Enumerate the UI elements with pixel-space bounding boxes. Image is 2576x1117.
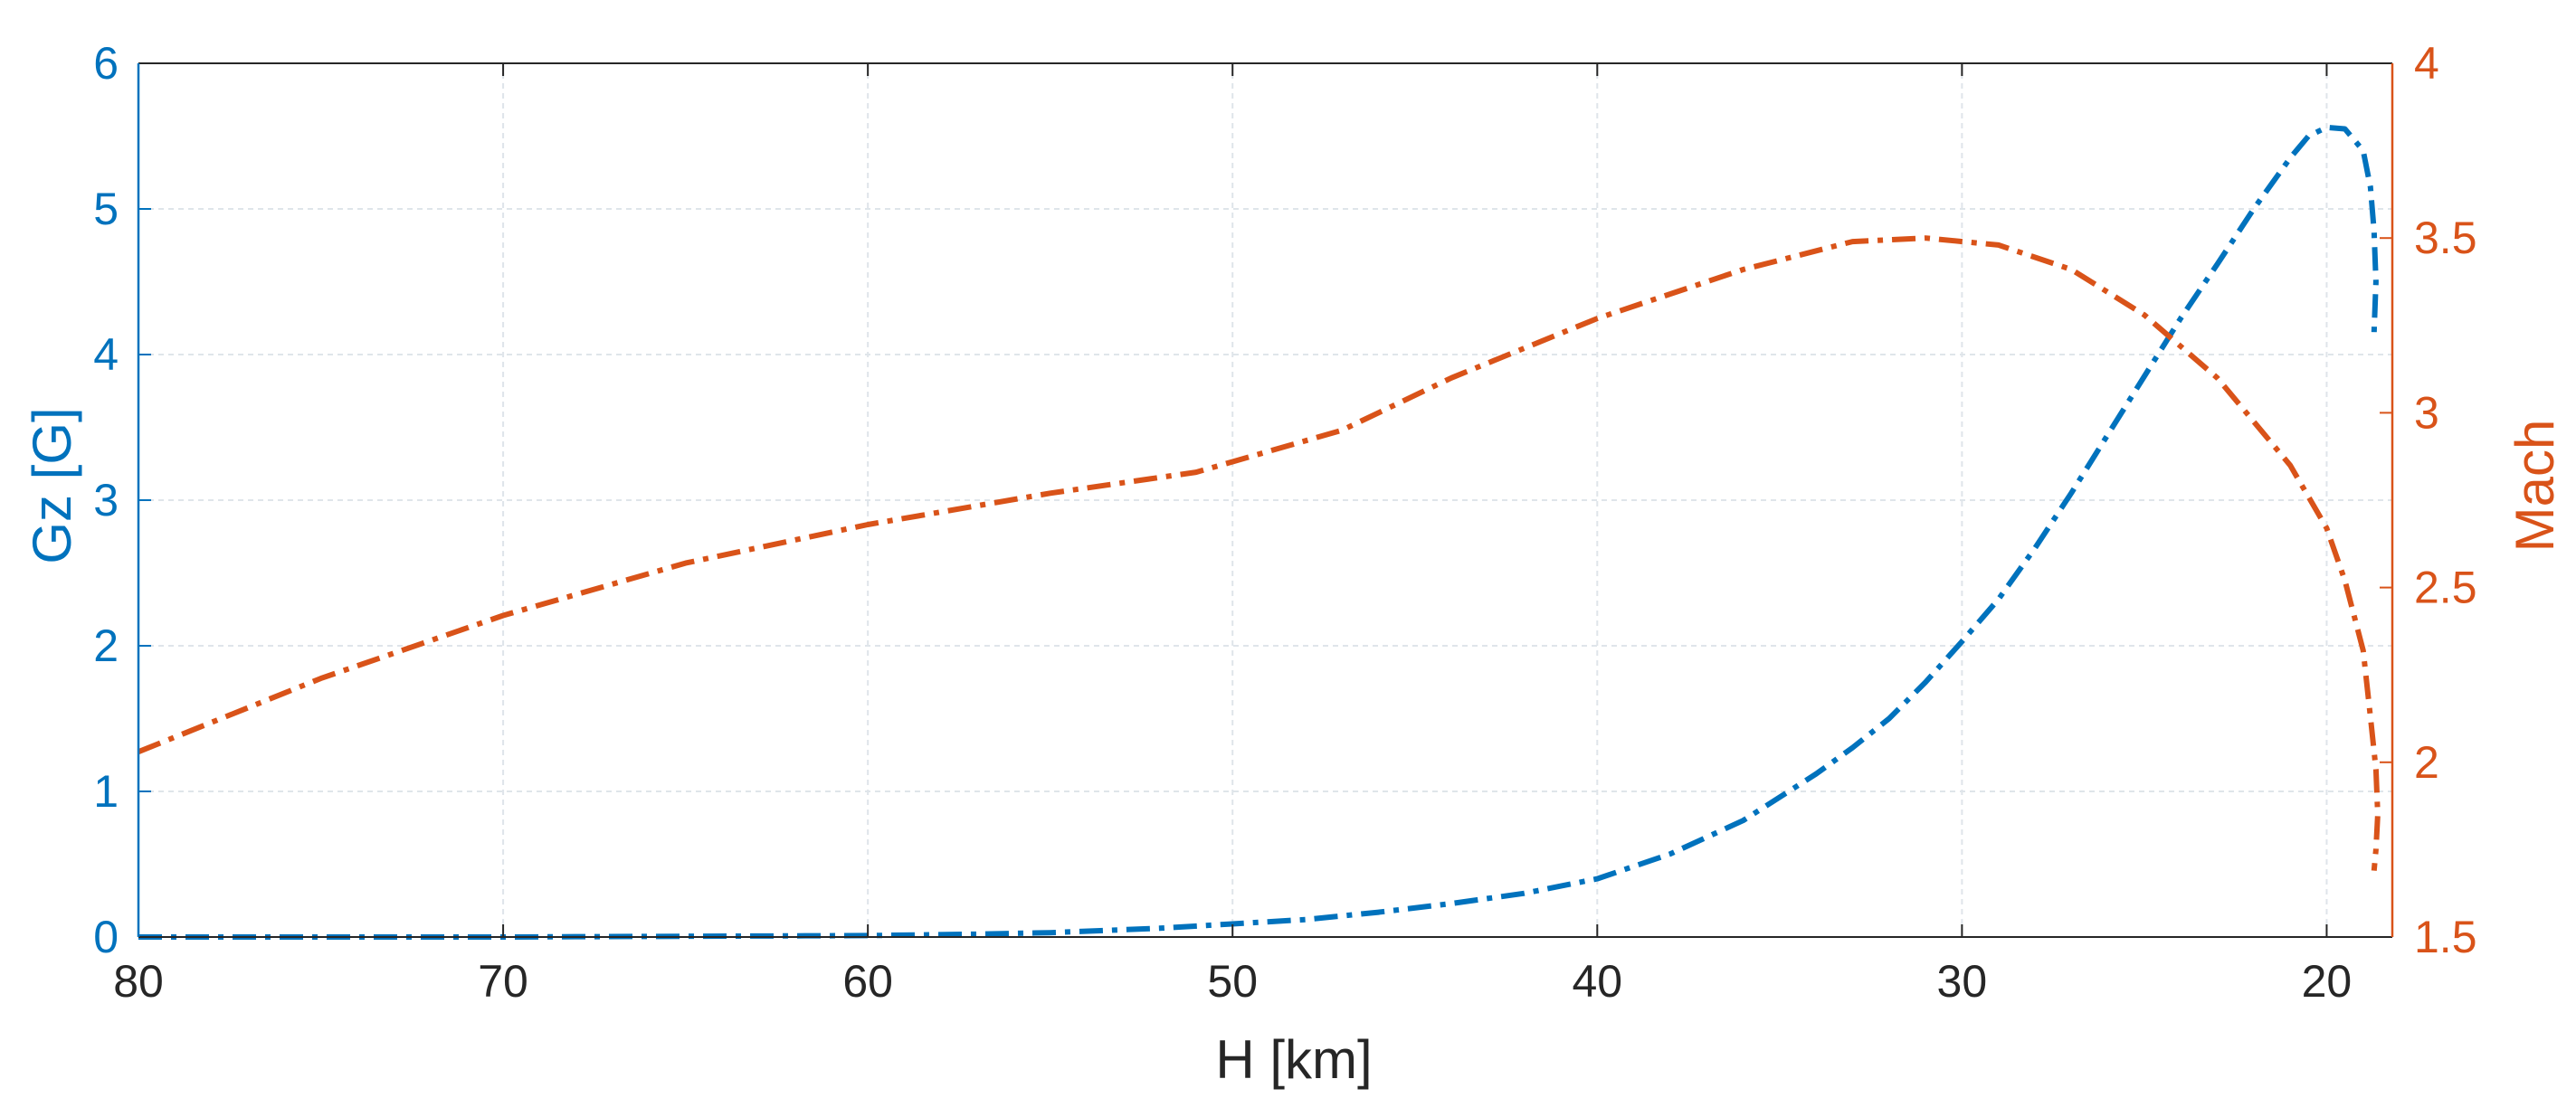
- y-left-tick-label: 5: [93, 184, 119, 234]
- x-tick-label: 40: [1572, 956, 1622, 1007]
- y-left-tick-label: 6: [93, 38, 119, 89]
- y-axis-right-label: Mach: [2505, 420, 2565, 553]
- y-right-tick-label: 2: [2414, 737, 2439, 788]
- x-axis-label: H [km]: [1215, 1029, 1372, 1090]
- axes: [137, 62, 2394, 938]
- y-left-tick-label: 4: [93, 329, 119, 380]
- y-left-tick-label: 3: [93, 475, 119, 525]
- x-tick-label: 30: [1937, 956, 1988, 1007]
- y-right-tick-label: 4: [2414, 38, 2439, 89]
- tick-labels: 80 70 60 50 40 30 20 0 1 2 3 4 5 6 1.5 2 2.5 3 3.5 4: [93, 38, 2476, 1007]
- series-line-mach: [137, 235, 2381, 871]
- y-left-tick-label: 1: [93, 766, 119, 817]
- y-left-tick-label: 0: [93, 912, 119, 962]
- y-right-tick-label: 2.5: [2414, 563, 2477, 613]
- grid: [138, 63, 2392, 937]
- x-tick-label: 20: [2302, 956, 2353, 1007]
- series-layer: [137, 124, 2381, 940]
- y-axis-left-label: Gz [G]: [22, 407, 82, 563]
- x-tick-label: 80: [113, 956, 164, 1007]
- y-left-tick-label: 2: [93, 620, 119, 671]
- x-tick-label: 50: [1207, 956, 1258, 1007]
- x-tick-label: 60: [842, 956, 893, 1007]
- x-tick-label: 70: [478, 956, 528, 1007]
- y-right-tick-label: 3: [2414, 387, 2439, 438]
- series-line-gz: [138, 124, 2379, 940]
- y-right-tick-label: 3.5: [2414, 213, 2477, 263]
- y-right-tick-label: 1.5: [2414, 912, 2477, 962]
